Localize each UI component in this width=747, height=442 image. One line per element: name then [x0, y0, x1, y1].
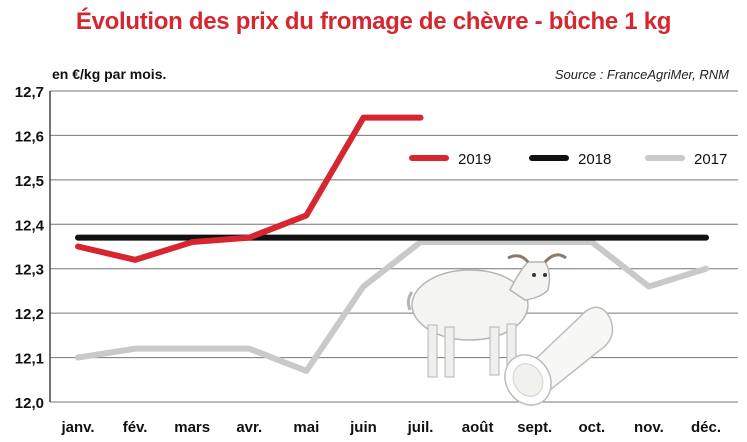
y-tick-label: 12,6	[15, 128, 44, 145]
x-tick-label: avr.	[236, 419, 262, 436]
x-tick-label: mars	[174, 419, 210, 436]
x-tick-label: nov.	[634, 419, 664, 436]
y-tick-label: 12,5	[15, 173, 44, 190]
y-tick-label: 12,7	[15, 84, 44, 101]
x-tick-label: fév.	[123, 419, 148, 436]
legend-label-2018: 2018	[578, 151, 611, 168]
legend-label-2019: 2019	[458, 151, 491, 168]
y-tick-label: 12,0	[15, 395, 44, 412]
legend: 2019 2018 2017	[409, 151, 727, 168]
y-tick-label: 12,1	[15, 351, 44, 368]
goat-and-cheese-illustration	[406, 253, 614, 406]
series-line-2017	[75, 239, 709, 374]
x-tick-label: janv.	[60, 419, 94, 436]
series-lines	[75, 114, 709, 374]
x-tick-label: août	[462, 419, 494, 436]
x-tick-labels: janv. fév. mars avr. mai juin juil. août sept. oc…	[60, 419, 721, 436]
x-tick-label: oct.	[578, 419, 605, 436]
x-tick-label: sept.	[517, 419, 552, 436]
cheese-log-icon	[504, 306, 614, 406]
x-tick-label: juin	[349, 419, 377, 436]
y-tick-label: 12,3	[15, 262, 44, 279]
x-tick-label: juil.	[407, 419, 434, 436]
goat-icon	[406, 253, 567, 378]
y-unit-label: en €/kg par mois.	[52, 66, 167, 82]
y-tick-label: 12,2	[15, 306, 44, 323]
chart-title: Évolution des prix du fromage de chèvre …	[75, 8, 672, 35]
legend-label-2017: 2017	[694, 151, 727, 168]
grid-lines	[49, 90, 738, 403]
y-tick-label: 12,4	[15, 217, 45, 234]
series-line-2019	[75, 114, 424, 263]
x-tick-label: mai	[293, 419, 319, 436]
x-tick-label: déc.	[691, 419, 721, 436]
y-tick-labels: 12,0 12,1 12,2 12,3 12,4 12,5 12,6 12,7	[15, 84, 45, 412]
source-note: Source : FranceAgriMer, RNM	[554, 67, 729, 82]
